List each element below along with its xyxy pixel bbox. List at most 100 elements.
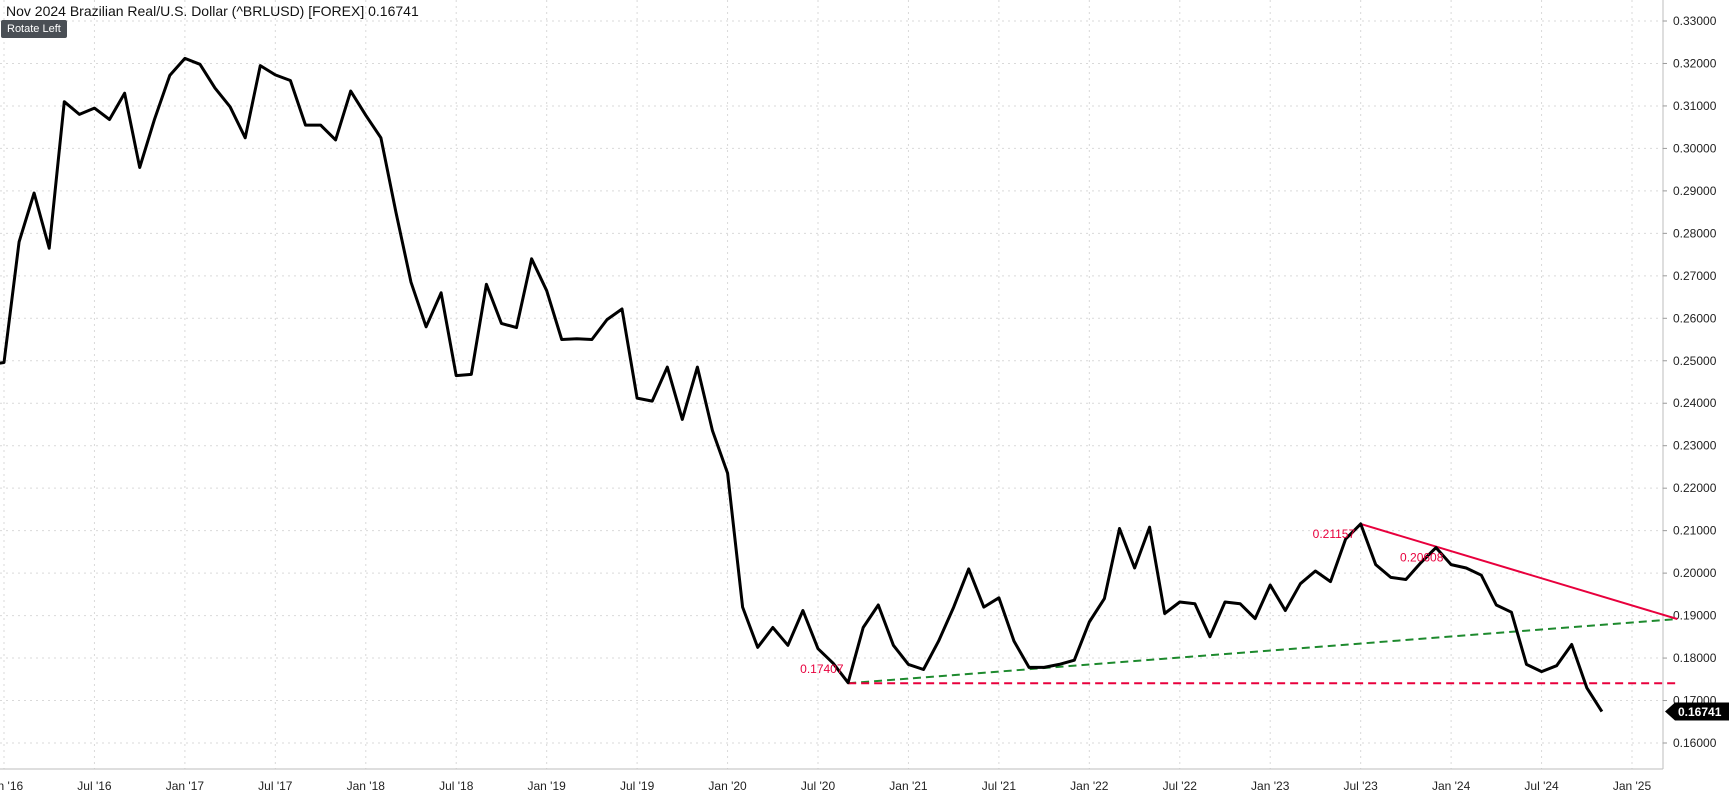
data-point: [892, 644, 895, 647]
data-point: [274, 73, 277, 76]
x-tick-label: Jan '24: [1432, 779, 1471, 793]
data-point: [1043, 666, 1046, 669]
data-point: [1299, 582, 1302, 585]
y-tick-label: 0.28000: [1673, 226, 1717, 240]
x-tick-label: Jul '20: [801, 779, 836, 793]
data-point: [636, 397, 639, 400]
data-point: [259, 64, 262, 67]
y-tick-label: 0.20000: [1673, 566, 1717, 580]
data-point: [198, 63, 201, 66]
y-tick-label: 0.33000: [1673, 14, 1717, 28]
data-point: [319, 124, 322, 127]
x-tick-label: Jul '24: [1524, 779, 1559, 793]
data-point: [922, 668, 925, 671]
data-point: [229, 105, 232, 108]
y-tick-label: 0.23000: [1673, 439, 1717, 453]
last-value-tag: [1665, 702, 1729, 721]
data-point: [1495, 603, 1498, 606]
data-point: [771, 626, 774, 629]
data-point: [108, 118, 111, 121]
data-point: [425, 325, 428, 328]
data-point: [1510, 611, 1513, 614]
x-tick-label: Jan '21: [889, 779, 928, 793]
data-point: [500, 322, 503, 325]
data-point: [244, 136, 247, 139]
data-point: [304, 124, 307, 127]
data-point: [1208, 635, 1211, 638]
data-point: [410, 281, 413, 284]
x-tick-label: Jul '21: [982, 779, 1017, 793]
data-point: [1148, 526, 1151, 529]
data-point: [786, 644, 789, 647]
data-point: [1269, 584, 1272, 587]
data-point: [1359, 522, 1362, 525]
y-tick-label: 0.16000: [1673, 736, 1717, 750]
x-tick-label: Jan '22: [1070, 779, 1109, 793]
data-point: [1224, 600, 1227, 603]
data-point: [651, 400, 654, 403]
price-series-line: [0, 56, 1604, 713]
data-point: [1465, 567, 1468, 570]
x-tick-label: Jul '22: [1163, 779, 1198, 793]
y-tick-label: 0.18000: [1673, 651, 1717, 665]
data-point: [1435, 546, 1438, 549]
data-point: [711, 429, 714, 432]
data-point: [741, 606, 744, 609]
data-point: [726, 472, 729, 475]
data-point: [138, 166, 141, 169]
data-point: [183, 57, 186, 60]
y-tick-label: 0.26000: [1673, 311, 1717, 325]
y-tick-label: 0.25000: [1673, 354, 1717, 368]
data-point: [78, 113, 81, 116]
y-tick-label: 0.29000: [1673, 184, 1717, 198]
data-point: [1103, 597, 1106, 600]
rotate-left-button[interactable]: Rotate Left: [1, 20, 67, 38]
data-point: [3, 361, 6, 364]
data-point: [696, 366, 699, 369]
annotation-label: 0.21157: [1313, 527, 1356, 541]
data-point: [1600, 710, 1603, 713]
data-point: [1254, 617, 1257, 620]
data-point: [1028, 666, 1031, 669]
data-point: [334, 138, 337, 141]
data-point: [18, 240, 21, 243]
data-point: [862, 626, 865, 629]
data-point: [621, 307, 624, 310]
data-point: [1329, 580, 1332, 583]
x-tick-label: Jan '17: [166, 779, 205, 793]
x-tick-label: Jan '19: [528, 779, 567, 793]
data-point: [364, 114, 367, 117]
data-point: [1118, 527, 1121, 530]
data-point: [1570, 643, 1573, 646]
x-tick-label: Jul '18: [439, 779, 474, 793]
trendline-3: [1360, 523, 1678, 620]
data-point: [967, 567, 970, 570]
data-point: [1540, 670, 1543, 673]
data-point: [153, 117, 156, 120]
last-value-label: 0.16741: [1678, 705, 1722, 719]
data-point: [605, 318, 608, 321]
x-tick-label: Jul '23: [1344, 779, 1379, 793]
data-point: [1480, 574, 1483, 577]
data-point: [1585, 686, 1588, 689]
chart-title: Nov 2024 Brazilian Real/U.S. Dollar (^BR…: [6, 3, 419, 19]
data-point: [1284, 609, 1287, 612]
data-point: [590, 338, 593, 341]
y-tick-label: 0.24000: [1673, 396, 1717, 410]
data-point: [470, 373, 473, 376]
data-point: [394, 211, 397, 214]
data-point: [681, 418, 684, 421]
data-point: [877, 603, 880, 606]
data-point: [214, 87, 217, 90]
data-point: [575, 337, 578, 340]
data-point: [379, 136, 382, 139]
data-point: [93, 107, 96, 110]
data-point: [1525, 663, 1528, 666]
data-point: [756, 646, 759, 649]
data-point: [63, 100, 66, 103]
data-point: [1389, 576, 1392, 579]
data-point: [123, 92, 126, 95]
data-point: [1163, 612, 1166, 615]
data-point: [1404, 578, 1407, 581]
